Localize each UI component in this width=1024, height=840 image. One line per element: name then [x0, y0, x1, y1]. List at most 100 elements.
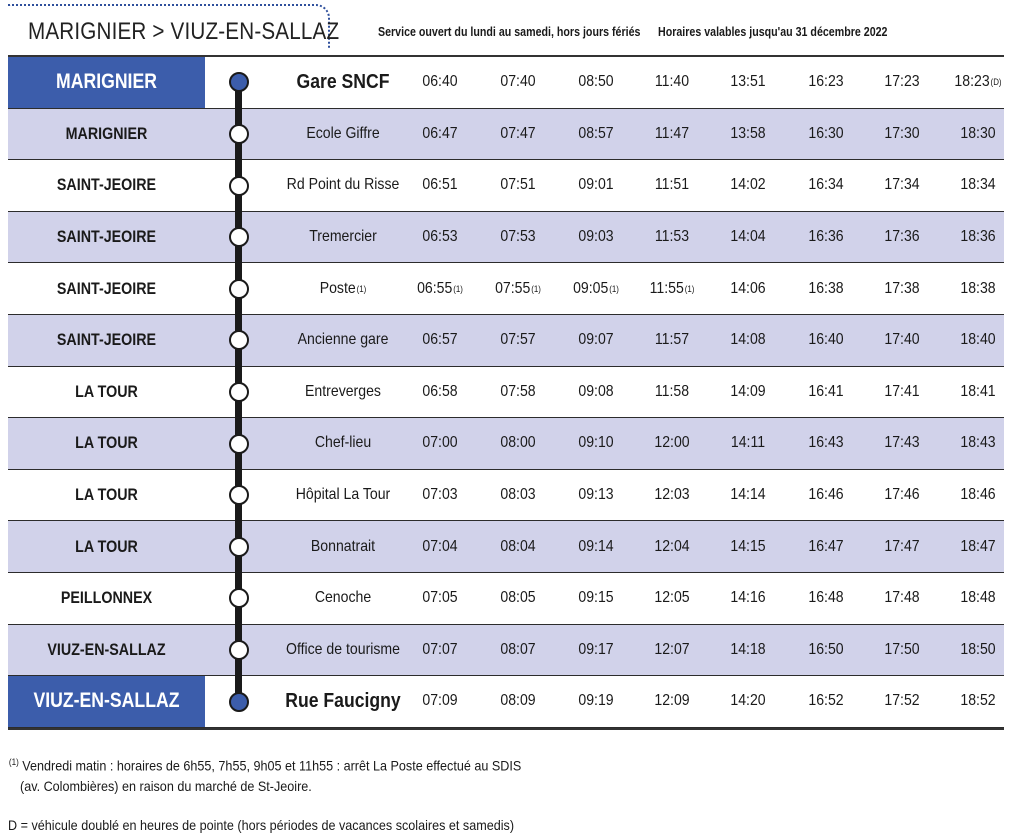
departure-time: 16:23 — [792, 57, 861, 108]
departure-time: 09:15 — [562, 573, 631, 624]
departure-time: 06:58 — [406, 367, 475, 418]
stop-circle-icon — [229, 485, 249, 506]
stop-name-text: Office de tourisme — [285, 640, 400, 658]
stop-name: Ecole Giffre — [252, 109, 433, 160]
table-row: LA TOUR Hôpital La Tour 07:03 08:03 09:13 12:… — [8, 469, 1004, 522]
time-value: 18:23 — [954, 73, 990, 91]
time-value: 16:50 — [808, 640, 844, 658]
time-value: 07:05 — [422, 589, 458, 607]
departure-time: 17:46 — [868, 470, 937, 521]
time-value: 07:55 — [495, 279, 531, 297]
time-value: 17:50 — [884, 640, 920, 658]
time-value: 08:09 — [500, 692, 536, 710]
time-value: 09:13 — [578, 486, 614, 504]
departure-time: 16:47 — [792, 521, 861, 572]
route-title: MARIGNIER > VIUZ-EN-SALLAZ — [28, 18, 340, 45]
stop-note-marker: (1) — [356, 283, 367, 294]
stop-circle-icon — [229, 278, 249, 299]
time-value: 17:43 — [884, 434, 920, 452]
time-value: 07:47 — [500, 124, 536, 142]
departure-time: 06:51 — [406, 160, 475, 211]
time-value: 14:08 — [730, 331, 766, 349]
stop-circle-icon — [229, 381, 249, 402]
stop-name: Poste (1) — [252, 263, 433, 314]
time-value: 11:58 — [654, 382, 690, 400]
commune-label: PEILLONNEX — [60, 588, 153, 608]
departure-time: 17:30 — [868, 109, 937, 160]
departure-time: 08:03 — [484, 470, 553, 521]
time-value: 12:07 — [654, 640, 690, 658]
departure-time: 17:50 — [868, 625, 937, 676]
time-note-marker: (1) — [684, 283, 695, 294]
terminal-stop-icon — [229, 691, 249, 712]
departure-time: 17:38 — [868, 263, 937, 314]
departure-time: 16:46 — [792, 470, 861, 521]
departure-time: 18:43 — [944, 418, 1013, 469]
time-value: 18:43 — [960, 434, 996, 452]
terminal-commune-highlight — [8, 57, 205, 108]
stop-name: Office de tourisme — [252, 625, 433, 676]
time-value: 18:46 — [960, 486, 996, 504]
stop-circle-icon — [229, 588, 249, 609]
timetable: MARIGNIER Gare SNCF 06:40 07:40 08:50 11:40 13… — [8, 55, 1004, 730]
time-value: 12:04 — [654, 537, 690, 555]
time-value: 18:40 — [960, 331, 996, 349]
time-value: 09:10 — [578, 434, 614, 452]
time-value: 12:03 — [654, 486, 690, 504]
stop-name: Gare SNCF — [252, 57, 433, 108]
stop-name: Rue Faucigny — [252, 676, 433, 727]
departure-time: 16:36 — [792, 212, 861, 263]
departure-time: 09:17 — [562, 625, 631, 676]
stop-name-text: Hôpital La Tour — [295, 486, 391, 504]
time-value: 14:18 — [730, 640, 766, 658]
time-value: 14:04 — [730, 228, 766, 246]
departure-time: 08:00 — [484, 418, 553, 469]
departure-time: 14:20 — [714, 676, 783, 727]
time-value: 07:07 — [422, 640, 458, 658]
departure-time: 16:41 — [792, 367, 861, 418]
departure-time: 07:03 — [406, 470, 475, 521]
departure-time: 09:14 — [562, 521, 631, 572]
time-value: 18:36 — [960, 228, 996, 246]
time-value: 14:14 — [730, 486, 766, 504]
departure-time: 07:00 — [406, 418, 475, 469]
departure-time: 17:34 — [868, 160, 937, 211]
time-value: 13:51 — [730, 73, 766, 91]
departure-time: 17:40 — [868, 315, 937, 366]
departure-time: 18:48 — [944, 573, 1013, 624]
time-value: 08:03 — [500, 486, 536, 504]
departure-time: 07:09 — [406, 676, 475, 727]
time-value: 07:57 — [500, 331, 536, 349]
commune-label: VIUZ-EN-SALLAZ — [47, 639, 166, 659]
time-value: 11:40 — [654, 73, 690, 91]
departure-time: 18:52 — [944, 676, 1013, 727]
time-value: 17:30 — [884, 124, 920, 142]
departure-time: 09:03 — [562, 212, 631, 263]
table-row: VIUZ-EN-SALLAZ Rue Faucigny 07:09 08:09 09:1… — [8, 676, 1004, 728]
time-value: 18:50 — [960, 640, 996, 658]
time-value: 18:30 — [960, 124, 996, 142]
time-value: 12:09 — [654, 692, 690, 710]
time-value: 17:34 — [884, 176, 920, 194]
departure-time: 08:50 — [562, 57, 631, 108]
stop-name: Bonnatrait — [252, 521, 433, 572]
departure-time: 12:05 — [638, 573, 707, 624]
time-value: 18:41 — [960, 382, 996, 400]
time-value: 17:23 — [884, 73, 920, 91]
time-value: 09:14 — [578, 537, 614, 555]
time-value: 07:51 — [500, 176, 536, 194]
departure-time: 18:46 — [944, 470, 1013, 521]
table-row: PEILLONNEX Cenoche 07:05 08:05 09:15 12:05 14:… — [8, 572, 1004, 625]
time-value: 08:57 — [578, 124, 614, 142]
departure-time: 14:09 — [714, 367, 783, 418]
footnote-1-line1: Vendredi matin : horaires de 6h55, 7h55,… — [22, 757, 522, 774]
departure-time: 18:23 (D) — [944, 57, 1013, 108]
time-value: 16:38 — [808, 279, 844, 297]
time-value: 14:15 — [730, 537, 766, 555]
stop-name-text: Cenoche — [314, 589, 372, 607]
commune-label: LA TOUR — [75, 485, 138, 505]
departure-time: 06:40 — [406, 57, 475, 108]
departure-time: 14:15 — [714, 521, 783, 572]
commune-label: LA TOUR — [75, 433, 138, 453]
departure-time: 06:57 — [406, 315, 475, 366]
